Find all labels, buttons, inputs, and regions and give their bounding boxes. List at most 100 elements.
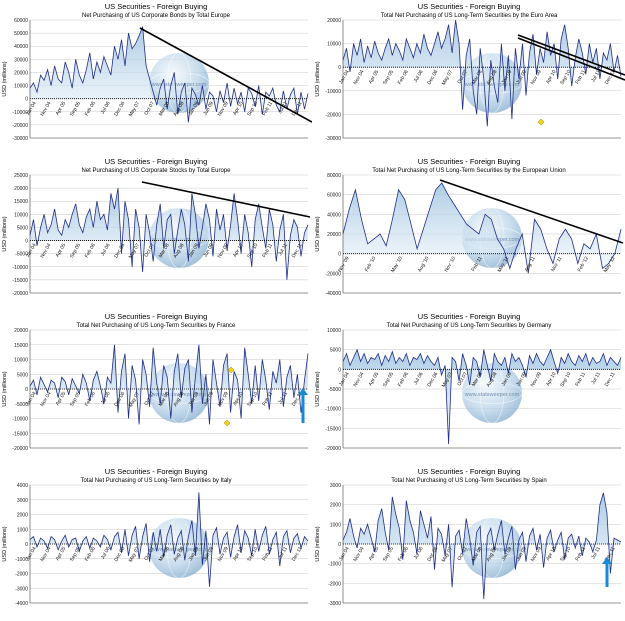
arrow-head-icon bbox=[602, 557, 612, 564]
y-tick-label: 15000 bbox=[14, 343, 28, 349]
x-tick-label: May 07 bbox=[128, 100, 142, 117]
y-tick-label: -30000 bbox=[325, 136, 341, 142]
x-tick-label: Nov 04 bbox=[39, 391, 52, 408]
x-tick-label: May '10 bbox=[390, 255, 404, 273]
watermark-text: www.statsweeper.com bbox=[464, 82, 520, 88]
x-tick-label: Jan 04 bbox=[25, 100, 38, 116]
y-tick-label: -20000 bbox=[325, 271, 341, 277]
y-tick-label: 10000 bbox=[14, 84, 28, 90]
x-tick-label: Feb 06 bbox=[397, 371, 410, 388]
x-tick-label: Jul 11 bbox=[590, 371, 602, 385]
x-tick-label: Apr 05 bbox=[55, 391, 68, 407]
x-tick-label: Apr 05 bbox=[368, 69, 381, 85]
x-tick-label: Jun 09 bbox=[202, 100, 215, 116]
y-tick-label: 0 bbox=[25, 387, 28, 393]
x-tick-label: Sep 05 bbox=[382, 69, 395, 86]
x-tick-label: Apr 05 bbox=[55, 242, 68, 258]
y-tick-label: 60000 bbox=[14, 18, 28, 24]
series-line bbox=[342, 492, 622, 600]
x-tick-label: Nov '09 bbox=[337, 255, 351, 273]
x-tick-label: Jul 06 bbox=[100, 100, 112, 115]
chart-svg: US Securities - Foreign Buying Total Net … bbox=[315, 312, 622, 452]
y-tick-label: -15000 bbox=[12, 278, 28, 284]
series-line bbox=[342, 182, 622, 274]
y-tick-label: -30000 bbox=[12, 136, 28, 142]
x-tick-label: Dec 06 bbox=[426, 69, 439, 86]
y-tick-label: -10000 bbox=[12, 265, 28, 271]
x-tick-label: Sep 10 bbox=[246, 100, 259, 117]
globe-watermark-icon bbox=[462, 363, 522, 423]
x-tick-label: Feb 06 bbox=[84, 546, 97, 563]
x-tick-label: Feb 11 bbox=[574, 546, 587, 562]
x-tick-label: Nov 04 bbox=[352, 69, 365, 86]
series-area bbox=[343, 492, 621, 600]
watermark-text: www.statsweeper.com bbox=[151, 547, 207, 553]
y-tick-label: -1000 bbox=[328, 562, 341, 568]
x-tick-label: Apr 10 bbox=[232, 391, 245, 407]
x-tick-label: Oct 07 bbox=[143, 100, 156, 116]
x-tick-label: Feb 11 bbox=[261, 546, 274, 562]
watermark-text: www.statsweeper.com bbox=[151, 82, 207, 88]
x-tick-label: Jan 04 bbox=[338, 546, 351, 562]
x-tick-label: Feb 06 bbox=[397, 546, 410, 563]
x-tick-label: May 07 bbox=[128, 242, 142, 259]
chart-svg: US Securities - Foreign Buying Net Purcha… bbox=[2, 157, 311, 297]
chart-subtitle: Total Net Purchasing of US Long-Term Sec… bbox=[387, 323, 552, 329]
y-tick-label: 50000 bbox=[14, 31, 28, 37]
y-tick-label: -20000 bbox=[325, 446, 341, 452]
y-tick-label: 5000 bbox=[17, 372, 28, 378]
x-tick-label: Nov 04 bbox=[39, 546, 52, 563]
x-tick-label: May 07 bbox=[441, 69, 455, 86]
y-tick-label: 20000 bbox=[14, 186, 28, 192]
y-tick-label: 10000 bbox=[14, 212, 28, 218]
x-tick-label: Aug '10 bbox=[417, 255, 431, 273]
x-tick-label: Feb 06 bbox=[397, 69, 410, 86]
series-area bbox=[30, 344, 308, 425]
x-tick-label: Nov 04 bbox=[352, 371, 365, 388]
y-tick-label: 10000 bbox=[327, 42, 341, 48]
chart-subtitle: Total Net Purchasing of US Long-Term Sec… bbox=[372, 168, 565, 174]
y-tick-label: -20000 bbox=[12, 291, 28, 297]
series-area bbox=[343, 182, 621, 274]
y-tick-label: 1000 bbox=[17, 527, 28, 533]
trend-line bbox=[139, 27, 312, 123]
x-tick-label: Sep 05 bbox=[69, 546, 82, 563]
diamond-marker-icon bbox=[537, 118, 545, 126]
x-tick-label: Jul 11 bbox=[277, 546, 289, 560]
chart-panel-france: US Securities - Foreign Buying Total Net … bbox=[0, 310, 312, 465]
series-line bbox=[29, 188, 309, 280]
arrow-head-icon bbox=[298, 388, 308, 395]
x-tick-label: Nov 04 bbox=[39, 242, 52, 259]
chart-title: US Securities - Foreign Buying bbox=[105, 467, 208, 476]
x-tick-label: Nov 04 bbox=[39, 100, 52, 117]
x-tick-label: Jun 09 bbox=[515, 371, 528, 387]
series-line bbox=[29, 344, 309, 425]
trend-line bbox=[439, 179, 624, 244]
x-tick-label: Sep 10 bbox=[246, 242, 259, 259]
chart-subtitle: Net Purchasing of US Corporate Stocks by… bbox=[82, 168, 232, 174]
x-tick-label: Jul 06 bbox=[413, 69, 425, 84]
x-tick-label: Nov 09 bbox=[530, 371, 543, 388]
chart-svg: US Securities - Foreign Buying Total Net … bbox=[315, 157, 624, 297]
x-tick-label: Sep 05 bbox=[382, 371, 395, 388]
y-axis-label: USD (millions) bbox=[315, 371, 321, 406]
x-tick-label: Jan 04 bbox=[338, 69, 351, 85]
x-tick-label: Dec 06 bbox=[113, 391, 126, 408]
y-tick-label: 2000 bbox=[17, 513, 28, 519]
chart-panel-corporate-stocks-europe: US Securities - Foreign Buying Net Purcha… bbox=[0, 155, 312, 310]
y-tick-label: 2000 bbox=[330, 503, 341, 509]
y-tick-label: 0 bbox=[338, 252, 341, 258]
y-tick-label: 3000 bbox=[330, 483, 341, 489]
chart-svg: US Securities - Foreign Buying Net Purcha… bbox=[2, 2, 312, 142]
diamond-marker-icon bbox=[227, 366, 235, 374]
x-tick-label: Nov 09 bbox=[217, 242, 230, 259]
y-tick-label: -3000 bbox=[328, 601, 341, 607]
x-tick-label: Jul 06 bbox=[100, 546, 112, 561]
chart-title: US Securities - Foreign Buying bbox=[105, 157, 208, 166]
x-tick-label: Sep 05 bbox=[382, 546, 395, 563]
x-tick-label: Jan 04 bbox=[25, 546, 38, 562]
chart-panel-italy: US Securities - Foreign Buying Total Net … bbox=[0, 465, 312, 620]
x-tick-label: Dec 06 bbox=[113, 546, 126, 563]
y-tick-label: 10000 bbox=[327, 328, 341, 334]
x-tick-label: Jan 04 bbox=[338, 371, 351, 387]
